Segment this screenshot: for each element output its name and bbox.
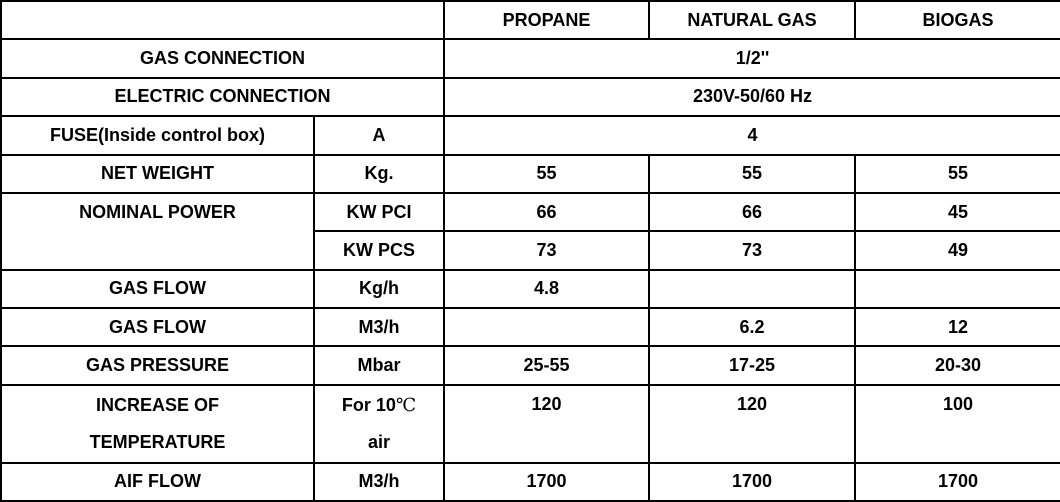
net-weight-label: NET WEIGHT xyxy=(0,153,315,194)
gas-pressure-biogas: 20-30 xyxy=(854,345,1060,386)
gas-flow-kg-label: GAS FLOW xyxy=(0,268,315,310)
gas-connection-label: GAS CONNECTION xyxy=(0,38,445,79)
increase-temperature-label-line1: INCREASE OF xyxy=(95,394,219,415)
row-nominal-power-pcs: KW PCS 73 73 49 xyxy=(1,230,1060,271)
gas-flow-kg-unit: Kg/h xyxy=(313,268,445,310)
nominal-power-pci-biogas: 45 xyxy=(854,191,1060,233)
nominal-power-pci-unit: KW PCI xyxy=(313,191,445,233)
gas-flow-m3-propane xyxy=(443,306,650,348)
fuse-value: 4 xyxy=(443,115,1060,156)
electric-connection-label: ELECTRIC CONNECTION xyxy=(0,76,445,118)
fuse-unit: A xyxy=(313,115,445,156)
header-spacer-cell xyxy=(0,0,445,41)
header-natural-gas: NATURAL GAS xyxy=(648,0,856,41)
row-net-weight: NET WEIGHT Kg. 55 55 55 xyxy=(0,153,1060,194)
increase-temperature-unit-line1: For 10℃ xyxy=(341,394,417,416)
header-row: PROPANE NATURAL GAS BIOGAS xyxy=(0,0,1060,41)
row-fuse: FUSE(Inside control box) A 4 xyxy=(0,115,1060,156)
degree-celsius-symbol: ℃ xyxy=(395,394,417,416)
net-weight-biogas: 55 xyxy=(854,153,1060,194)
increase-temperature-unit-line2: air xyxy=(367,431,391,452)
nominal-power-pci-propane: 66 xyxy=(443,191,650,233)
header-propane: PROPANE xyxy=(443,0,650,41)
nominal-power-pcs-natural-gas: 73 xyxy=(648,230,856,271)
row-nominal-power-pci: NOMINAL POWER KW PCI 66 66 45 xyxy=(0,191,1060,271)
gas-flow-kg-natural-gas xyxy=(648,268,856,310)
electric-connection-value: 230V-50/60 Hz xyxy=(443,76,1060,118)
increase-temperature-propane: 120 xyxy=(443,383,650,464)
row-aif-flow: AIF FLOW M3/h 1700 1700 1700 xyxy=(0,461,1060,502)
aif-flow-natural-gas: 1700 xyxy=(648,461,856,502)
nominal-power-pcs-propane: 73 xyxy=(443,230,650,271)
net-weight-natural-gas: 55 xyxy=(648,153,856,194)
row-gas-pressure: GAS PRESSURE Mbar 25-55 17-25 20-30 xyxy=(0,345,1060,386)
increase-temperature-natural-gas: 120 xyxy=(648,383,856,464)
row-gas-connection: GAS CONNECTION 1/2'' xyxy=(0,38,1060,79)
aif-flow-unit: M3/h xyxy=(313,461,445,502)
nominal-power-label: NOMINAL POWER xyxy=(0,191,315,271)
gas-flow-m3-biogas: 12 xyxy=(854,306,1060,348)
increase-temperature-label: INCREASE OF TEMPERATURE xyxy=(0,383,315,464)
row-increase-of-temperature: INCREASE OF TEMPERATURE For 10℃ air 120 … xyxy=(0,383,1060,464)
gas-flow-m3-label: GAS FLOW xyxy=(0,306,315,348)
gas-pressure-propane: 25-55 xyxy=(443,345,650,386)
row-gas-flow-m3: GAS FLOW M3/h 6.2 12 xyxy=(0,306,1060,348)
net-weight-propane: 55 xyxy=(443,153,650,194)
increase-temperature-unit: For 10℃ air xyxy=(313,383,445,464)
gas-pressure-unit: Mbar xyxy=(313,345,445,386)
row-electric-connection: ELECTRIC CONNECTION 230V-50/60 Hz xyxy=(0,76,1060,118)
increase-temperature-label-line2: TEMPERATURE xyxy=(89,431,226,452)
gas-pressure-natural-gas: 17-25 xyxy=(648,345,856,386)
gas-flow-m3-unit: M3/h xyxy=(313,306,445,348)
gas-flow-kg-propane: 4.8 xyxy=(443,268,650,310)
nominal-power-pci-natural-gas: 66 xyxy=(648,191,856,233)
header-biogas: BIOGAS xyxy=(854,0,1060,41)
gas-connection-value: 1/2'' xyxy=(443,38,1060,79)
fuse-label: FUSE(Inside control box) xyxy=(0,115,315,156)
gas-flow-kg-biogas xyxy=(854,268,1060,310)
increase-temperature-biogas: 100 xyxy=(854,383,1060,464)
aif-flow-label: AIF FLOW xyxy=(0,461,315,502)
net-weight-unit: Kg. xyxy=(313,153,445,194)
gas-flow-m3-natural-gas: 6.2 xyxy=(648,306,856,348)
nominal-power-pcs-biogas: 49 xyxy=(854,230,1060,271)
row-gas-flow-kg: GAS FLOW Kg/h 4.8 xyxy=(0,268,1060,310)
aif-flow-biogas: 1700 xyxy=(854,461,1060,502)
aif-flow-propane: 1700 xyxy=(443,461,650,502)
nominal-power-pcs-unit: KW PCS xyxy=(313,230,445,271)
gas-pressure-label: GAS PRESSURE xyxy=(0,345,315,386)
